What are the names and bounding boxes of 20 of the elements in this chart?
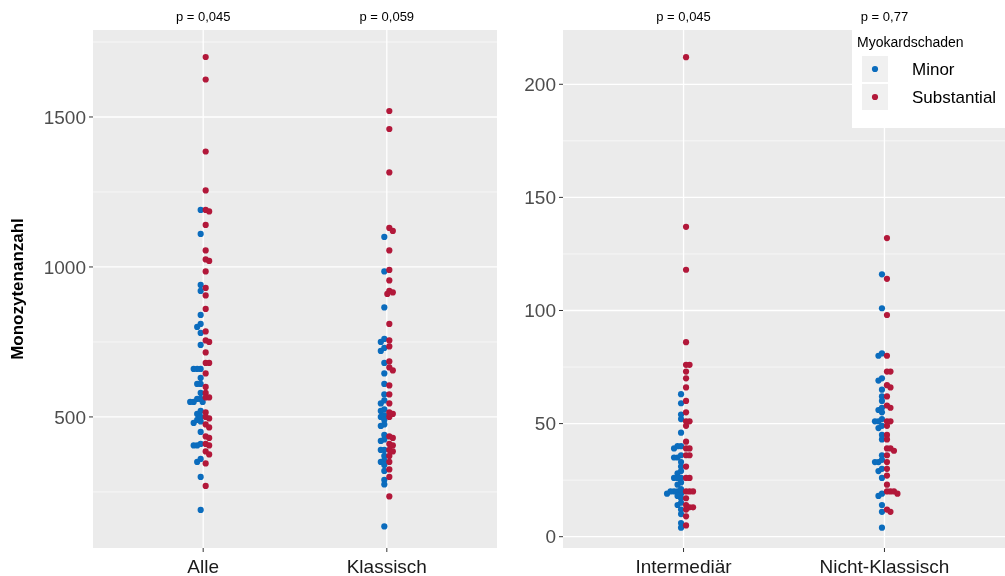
x-tick-label: Intermediär bbox=[635, 556, 733, 576]
y-tick-label: 500 bbox=[54, 406, 86, 428]
y-tick-label: 0 bbox=[545, 526, 556, 548]
text: p = 0,045 bbox=[175, 9, 231, 24]
legend-title: Myokardschaden bbox=[857, 34, 964, 50]
x-tick-label: Nicht-Klassisch bbox=[819, 556, 950, 576]
y-axis-title: Monozytenanzahl bbox=[8, 218, 27, 360]
legend-label: Minor bbox=[912, 59, 955, 79]
y-tick-label: 50 bbox=[534, 413, 556, 435]
y-tick-label: 1000 bbox=[43, 256, 86, 278]
x-tick-label: Alle bbox=[187, 556, 220, 576]
text: p = 0,045 bbox=[656, 9, 711, 24]
y-tick-label: 1500 bbox=[43, 106, 86, 128]
text: p = 0,059 bbox=[359, 9, 415, 24]
y-tick-label: 200 bbox=[524, 73, 556, 95]
text: p = 0,77 bbox=[860, 9, 909, 24]
legend-label: Substantial bbox=[912, 87, 997, 107]
y-tick-label: 150 bbox=[524, 187, 556, 209]
y-tick-label: 100 bbox=[524, 300, 556, 322]
x-tick-label: Klassisch bbox=[346, 556, 427, 576]
